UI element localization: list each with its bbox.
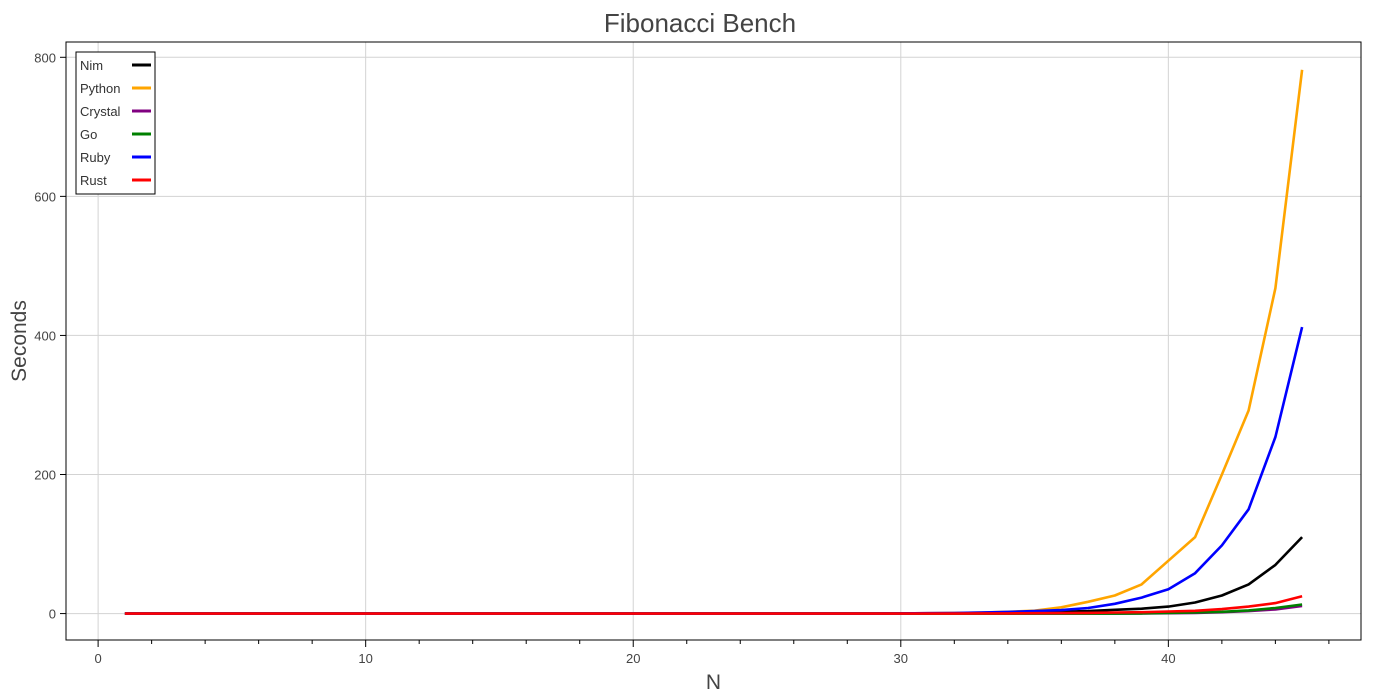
x-tick-label: 10 <box>358 651 372 666</box>
x-tick-label: 20 <box>626 651 640 666</box>
x-tick-label: 40 <box>1161 651 1175 666</box>
series-line-python <box>124 69 1304 615</box>
y-tick-label: 800 <box>34 50 56 65</box>
chart-title: Fibonacci Bench <box>603 8 797 38</box>
y-tick-label: 200 <box>34 468 56 483</box>
legend-label-go: Go <box>80 127 97 142</box>
legend-label-python: Python <box>80 81 120 96</box>
x-tick-label: 30 <box>894 651 908 666</box>
x-tick-label: 0 <box>94 651 101 666</box>
legend-label-rust: Rust <box>80 173 107 188</box>
legend-label-nim: Nim <box>80 58 103 73</box>
y-tick-label: 0 <box>49 607 56 622</box>
series-line-rust <box>124 594 1303 615</box>
legend-label-ruby: Ruby <box>80 150 111 165</box>
series-layer <box>124 69 1304 615</box>
plot-frame <box>65 41 1362 641</box>
y-tick-label: 600 <box>34 189 56 204</box>
y-tick-label: 400 <box>34 328 56 343</box>
x-axis-label: N <box>706 671 721 694</box>
grid-layer <box>66 42 1361 640</box>
legend-label-crystal: Crystal <box>80 104 121 119</box>
series-line-ruby <box>124 326 1304 615</box>
legend-box <box>75 51 156 195</box>
y-axis-label: Seconds <box>8 300 31 382</box>
legend[interactable]: Nim Python Crystal Go Ruby Rust <box>75 51 156 195</box>
